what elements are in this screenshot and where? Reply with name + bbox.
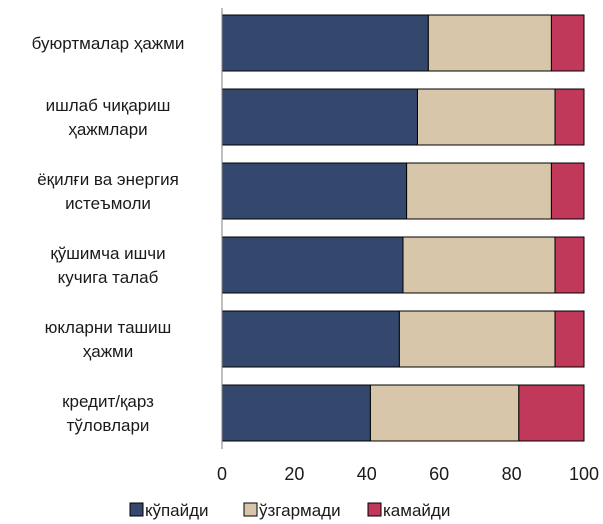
bar-segment-камайди-0 [550,14,585,72]
legend: кўпайди ўзгармади камайди [129,501,450,520]
category-label: ишлаб чиқариш ҳажмлари [46,96,171,139]
bar-segment-ўзгармади-3 [402,236,556,294]
bar-segment-камайди-1 [554,88,585,146]
category-label-line: ҳажмлари [68,120,147,139]
legend-swatch-ўзгармади [243,502,258,517]
bar-segment-кўпайди-5 [221,384,371,442]
legend-label: ўзгармади [259,501,341,520]
category-label: буюртмалар ҳажми [32,34,185,53]
category-label-line: буюртмалар ҳажми [32,34,185,53]
bar-segment-кўпайди-1 [221,88,418,146]
category-label-line: ишлаб чиқариш [46,96,171,115]
x-tick-label: 60 [429,464,449,484]
category-label-line: тўловлари [67,416,150,435]
bar-segment-кўпайди-2 [221,162,408,220]
category-label-line: кредит/қарз [62,392,154,411]
category-label: кредит/қарз тўловлари [62,392,154,435]
category-label: ёқилғи ва энергия истеъмоли [37,170,179,213]
x-tick-label: 20 [284,464,304,484]
bar-segment-камайди-4 [554,310,585,368]
legend-label: кўпайди [145,501,209,520]
x-tick-label: 100 [569,464,599,484]
bar-segment-ўзгармади-2 [406,162,552,220]
bar-segment-камайди-2 [550,162,585,220]
category-label: қўшимча ишчи кучига талаб [50,244,165,287]
category-label: юкларни ташиш ҳажми [45,318,172,361]
category-label-line: истеъмоли [65,194,151,213]
bar-segment-камайди-5 [518,384,585,442]
category-label-line: кучига талаб [58,268,159,287]
category-label-line: юкларни ташиш [45,318,172,337]
bar-segment-камайди-3 [554,236,585,294]
bar-segment-ўзгармади-1 [416,88,556,146]
bars-group [221,14,585,442]
x-tick-label: 40 [357,464,377,484]
bar-segment-кўпайди-4 [221,310,400,368]
bar-segment-ўзгармади-0 [427,14,552,72]
bar-segment-ўзгармади-5 [369,384,520,442]
category-labels: буюртмалар ҳажми ишлаб чиқариш ҳажмлари ёқи… [32,34,185,435]
category-label-line: ёқилғи ва энергия [37,170,179,189]
x-tick-label: 80 [502,464,522,484]
legend-swatch-кўпайди [129,502,144,517]
category-label-line: қўшимча ишчи [50,244,165,263]
category-label-line: ҳажми [83,342,134,361]
x-tick-label: 0 [217,464,227,484]
legend-swatch-камайди [367,502,382,517]
bar-segment-кўпайди-0 [221,14,429,72]
bar-segment-кўпайди-3 [221,236,404,294]
legend-label: камайди [383,501,450,520]
x-axis: 0 20 40 60 80 100 [217,8,599,484]
bar-segment-ўзгармади-4 [398,310,556,368]
